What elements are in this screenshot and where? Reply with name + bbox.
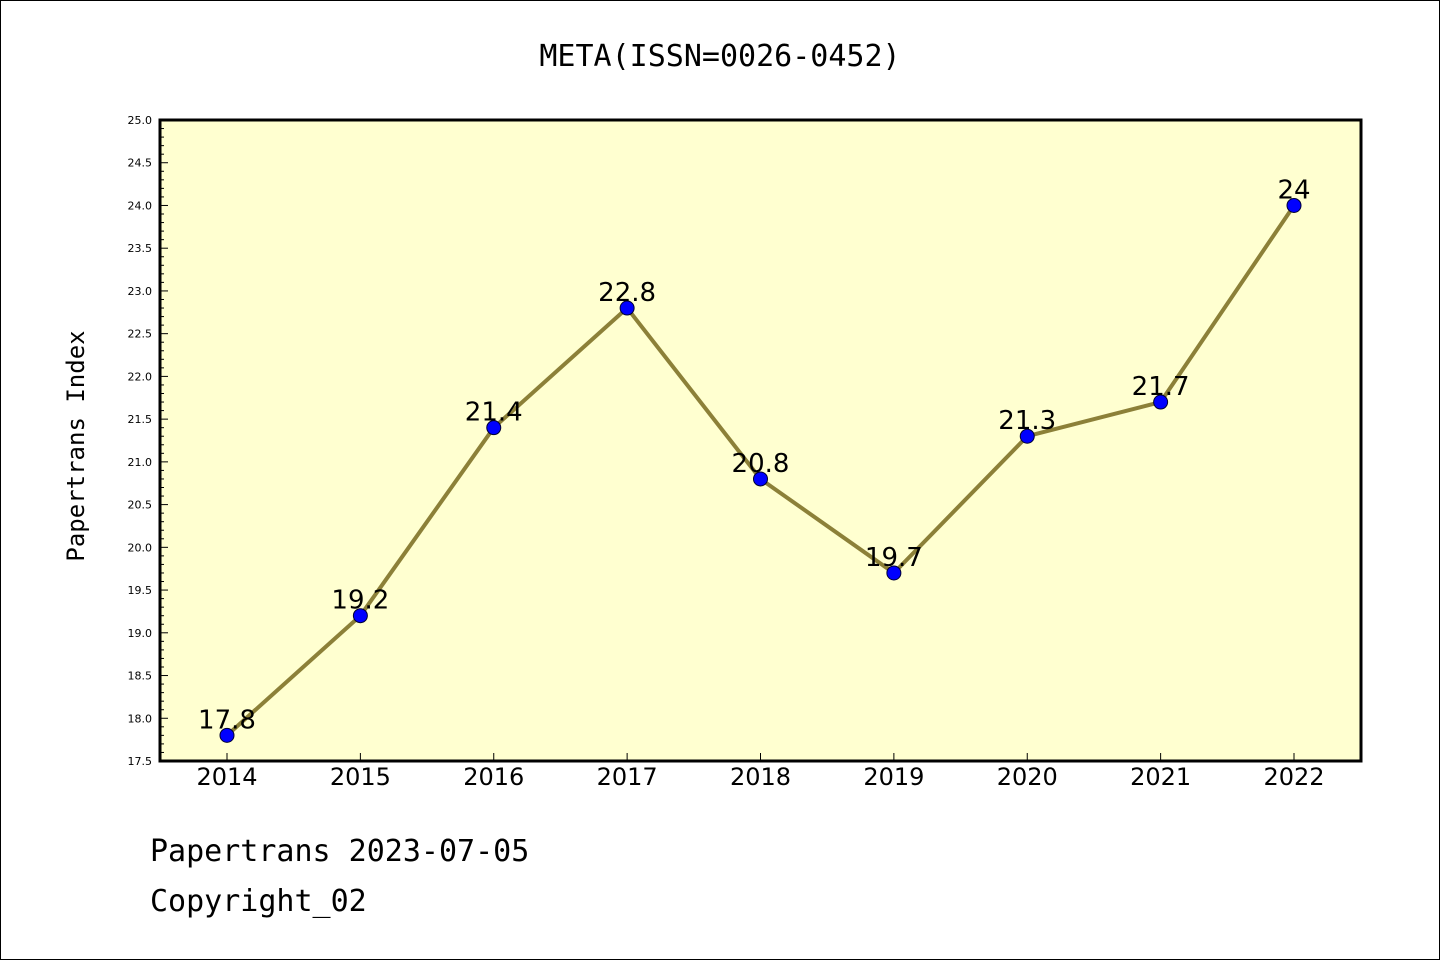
data-point-marker <box>753 471 768 487</box>
y-tick-label: 24.0 <box>128 199 153 212</box>
data-label: 22.8 <box>598 278 656 308</box>
data-point-marker <box>886 565 902 581</box>
x-tick-label: 2018 <box>730 763 791 791</box>
x-tick-label: 2022 <box>1263 763 1324 791</box>
data-label: 17.8 <box>198 705 256 735</box>
data-point-marker <box>1153 394 1169 410</box>
data-point-marker <box>1019 428 1035 444</box>
x-tick-label: 2014 <box>196 763 257 791</box>
data-label: 19.2 <box>331 586 389 616</box>
data-label: 24 <box>1277 175 1310 205</box>
x-tick-label: 2016 <box>463 763 524 791</box>
chart-title: META(ISSN=0026-0452) <box>539 39 900 74</box>
y-tick-label: 21.5 <box>128 413 153 426</box>
data-point-marker <box>619 300 635 316</box>
y-tick-label: 23.5 <box>128 242 153 255</box>
plot-background <box>160 120 1361 761</box>
y-tick-label: 25.0 <box>128 114 153 127</box>
data-point-marker <box>352 608 368 624</box>
data-label: 21.3 <box>998 406 1056 436</box>
x-tick-label: 2021 <box>1130 763 1191 791</box>
plot-area: 17.5 18.0 18.5 19.0 19.5 20.0 20.5 21.0 21.5 22.0… <box>128 114 1363 791</box>
x-tick-label: 2015 <box>330 763 391 791</box>
x-tick-label: 2019 <box>863 763 924 791</box>
y-tick-label: 22.5 <box>128 328 153 341</box>
data-point-marker <box>219 727 235 743</box>
x-tick-label: 2020 <box>997 763 1058 791</box>
footer-date-text: Papertrans 2023-07-05 <box>150 834 530 869</box>
y-tick-label: 17.5 <box>128 755 153 768</box>
y-tick-label: 19.5 <box>128 584 153 597</box>
y-tick-label: 23.0 <box>128 285 153 298</box>
data-label: 20.8 <box>732 449 790 479</box>
x-tick-label: 2017 <box>597 763 658 791</box>
data-label: 21.7 <box>1132 372 1190 402</box>
data-label: 19.7 <box>865 543 923 573</box>
y-axis-label: Papertrans Index <box>62 330 90 561</box>
footer-copyright-text: Copyright_02 <box>150 884 367 919</box>
y-tick-label: 18.0 <box>128 712 153 725</box>
plot-border <box>158 118 1363 763</box>
y-tick-label: 22.0 <box>128 370 153 383</box>
y-tick-label: 20.5 <box>128 499 153 512</box>
data-point-marker <box>1286 197 1302 213</box>
y-tick-label: 21.0 <box>128 456 153 469</box>
data-point-marker <box>486 420 502 436</box>
y-tick-label: 24.5 <box>128 157 153 170</box>
y-tick-label: 18.5 <box>128 670 153 683</box>
y-tick-label: 19.0 <box>128 627 153 640</box>
y-tick-label: 20.0 <box>128 541 153 554</box>
data-label: 21.4 <box>465 398 523 428</box>
